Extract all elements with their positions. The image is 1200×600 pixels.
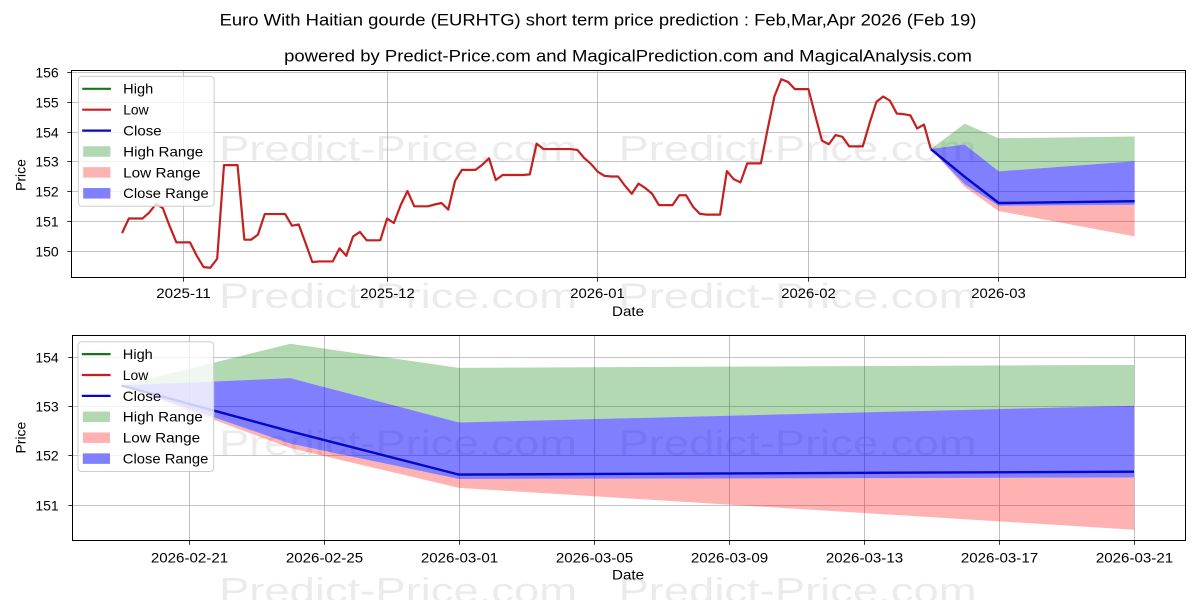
svg-text:Predict-Price.com: Predict-Price.com — [619, 424, 977, 463]
svg-text:150: 150 — [35, 244, 59, 260]
svg-text:2025-12: 2025-12 — [360, 285, 415, 301]
svg-text:Close Range: Close Range — [123, 451, 209, 467]
svg-text:156: 156 — [35, 65, 59, 81]
svg-text:2026-03-01: 2026-03-01 — [421, 549, 499, 565]
svg-text:2026-03-13: 2026-03-13 — [826, 549, 904, 565]
svg-text:Predict-Price.com: Predict-Price.com — [619, 130, 977, 169]
svg-text:2026-02-21: 2026-02-21 — [151, 549, 229, 565]
svg-text:Price: Price — [13, 421, 29, 453]
svg-text:Date: Date — [612, 303, 644, 319]
svg-text:Predict-Price.com: Predict-Price.com — [219, 277, 577, 316]
svg-text:154: 154 — [35, 350, 59, 366]
svg-text:2026-02: 2026-02 — [781, 285, 836, 301]
svg-text:Close: Close — [123, 388, 162, 404]
svg-text:152: 152 — [35, 184, 59, 200]
svg-text:153: 153 — [35, 154, 59, 170]
svg-text:Predict-Price.com: Predict-Price.com — [219, 130, 577, 169]
svg-text:2026-03: 2026-03 — [971, 285, 1026, 301]
svg-text:Date: Date — [612, 567, 644, 583]
svg-text:2026-01: 2026-01 — [570, 285, 625, 301]
svg-text:Low Range: Low Range — [123, 164, 201, 180]
svg-text:Low Range: Low Range — [123, 430, 201, 446]
svg-text:Predict-Price.com: Predict-Price.com — [619, 277, 977, 316]
svg-text:Low: Low — [123, 367, 149, 383]
svg-text:2026-03-09: 2026-03-09 — [691, 549, 769, 565]
svg-text:2025-11: 2025-11 — [156, 285, 211, 301]
svg-text:151: 151 — [35, 214, 59, 230]
svg-text:Close Range: Close Range — [123, 185, 209, 201]
svg-text:Predict-Price.com: Predict-Price.com — [619, 571, 977, 600]
svg-text:Low: Low — [123, 102, 149, 118]
svg-text:151: 151 — [35, 498, 59, 514]
svg-text:powered by Predict-Price.com a: powered by Predict-Price.com and Magical… — [284, 47, 972, 66]
svg-text:High: High — [123, 81, 153, 97]
svg-text:High: High — [123, 346, 153, 362]
svg-text:High Range: High Range — [123, 143, 203, 159]
svg-text:155: 155 — [35, 95, 59, 111]
svg-text:Close: Close — [123, 123, 162, 139]
svg-text:152: 152 — [35, 448, 59, 464]
svg-text:High Range: High Range — [123, 409, 203, 425]
svg-text:2026-03-05: 2026-03-05 — [556, 549, 634, 565]
svg-text:153: 153 — [35, 399, 59, 415]
svg-text:2026-02-25: 2026-02-25 — [286, 549, 364, 565]
svg-text:2026-03-21: 2026-03-21 — [1096, 549, 1174, 565]
svg-text:Predict-Price.com: Predict-Price.com — [219, 571, 577, 600]
svg-text:Euro With Haitian gourde (EURH: Euro With Haitian gourde (EURHTG) short … — [220, 11, 977, 30]
svg-text:154: 154 — [35, 125, 59, 141]
svg-text:Predict-Price.com: Predict-Price.com — [219, 424, 577, 463]
svg-text:2026-03-17: 2026-03-17 — [961, 549, 1039, 565]
svg-text:Price: Price — [13, 159, 29, 191]
